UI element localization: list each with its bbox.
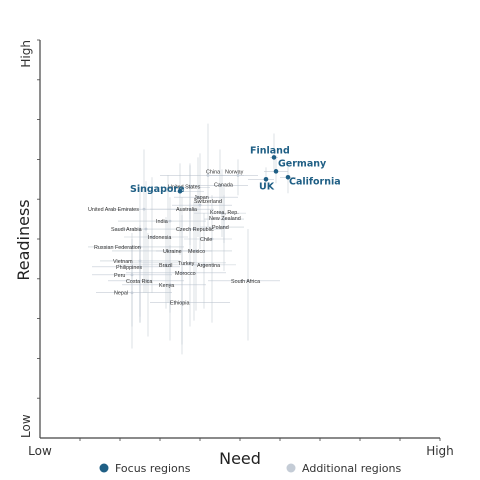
data-points <box>130 155 291 305</box>
point-label: Philippines <box>116 265 142 271</box>
data-point <box>164 263 168 267</box>
legend-item-additional-label: Additional regions <box>302 462 402 475</box>
point-label: Australia <box>176 207 197 213</box>
point-label: Russian Federation <box>94 245 141 251</box>
legend-item-additional-marker <box>286 463 296 473</box>
point-label: Brazil <box>159 263 172 269</box>
point-label: Vietnam <box>113 259 133 265</box>
data-point <box>263 177 269 182</box>
data-point <box>210 237 214 241</box>
data-point <box>188 261 192 265</box>
point-label: Poland <box>212 225 229 231</box>
point-label: Mexico <box>188 249 205 255</box>
data-point <box>271 155 277 160</box>
data-point <box>188 185 192 189</box>
point-label: Kenya <box>159 283 174 289</box>
point-label: Turkey <box>178 261 195 267</box>
data-point <box>168 219 172 223</box>
axes: Low High Low High <box>19 39 454 458</box>
data-point <box>192 227 196 231</box>
point-label: Singapore <box>130 184 185 195</box>
data-point <box>202 263 206 267</box>
data-point <box>222 225 226 229</box>
data-point <box>206 173 210 177</box>
x-axis-title: Need <box>219 449 261 468</box>
point-label: Germany <box>278 158 327 169</box>
data-point <box>150 235 154 239</box>
legend-item-focus-label: Focus regions <box>115 462 191 475</box>
data-point <box>220 211 224 215</box>
data-point <box>138 259 142 263</box>
point-label: Nepal <box>114 291 128 297</box>
point-label: Korea, Rep. <box>210 210 239 216</box>
data-point <box>236 173 240 177</box>
data-point <box>222 217 226 221</box>
data-point <box>188 207 192 211</box>
point-label: Indonesia <box>148 235 171 241</box>
data-point <box>285 175 291 180</box>
data-point <box>138 245 142 249</box>
data-point <box>130 273 134 277</box>
point-label: Ethiopia <box>170 301 189 307</box>
data-point <box>177 188 183 194</box>
point-label: Ukraine <box>163 249 182 255</box>
y-tick-label: High <box>19 40 33 68</box>
point-label: South Africa <box>231 279 260 285</box>
point-label: Chile <box>200 237 212 243</box>
point-label: Costa Rica <box>126 279 152 285</box>
y-axis-title: Readiness <box>14 199 33 280</box>
point-label: Czech Republic <box>176 227 214 233</box>
point-label: UK <box>259 181 275 192</box>
y-tick-label: Low <box>19 414 33 438</box>
x-tick-label: High <box>426 444 454 458</box>
data-point <box>218 183 222 187</box>
data-point <box>196 195 200 199</box>
point-label: Canada <box>214 182 233 188</box>
point-label: Japan <box>194 195 209 201</box>
data-point <box>198 203 202 207</box>
point-label: New Zealand <box>209 216 241 222</box>
point-label: Morocco <box>175 271 196 277</box>
data-point <box>180 271 184 275</box>
data-point <box>246 279 250 283</box>
data-point <box>142 207 146 211</box>
point-label: Switzerland <box>194 199 222 205</box>
point-label: Norway <box>225 169 244 175</box>
point-label: China <box>206 169 220 175</box>
data-point <box>166 249 170 253</box>
point-label: California <box>289 176 341 187</box>
data-point <box>273 169 279 174</box>
data-point <box>138 265 142 269</box>
point-label: Finland <box>250 145 290 156</box>
x-tick-label: Low <box>28 444 52 458</box>
data-point <box>130 291 134 295</box>
data-point <box>144 227 148 231</box>
data-point <box>168 283 172 287</box>
point-label: United Arab Emirates <box>88 207 139 213</box>
data-point <box>180 301 184 305</box>
legend-item-focus-marker <box>99 463 109 473</box>
point-label: India <box>156 219 168 225</box>
point-labels: China Norway United States Canada JapanSwitz… <box>88 145 341 306</box>
point-label: Saudi Arabia <box>111 227 142 233</box>
point-label: United States <box>168 184 201 190</box>
data-point <box>194 249 198 253</box>
point-label: Argentina <box>197 263 220 269</box>
point-label: Peru <box>114 273 125 279</box>
data-point <box>146 279 150 283</box>
legend: Focus regions Additional regions <box>99 462 402 475</box>
error-bars <box>88 123 296 355</box>
